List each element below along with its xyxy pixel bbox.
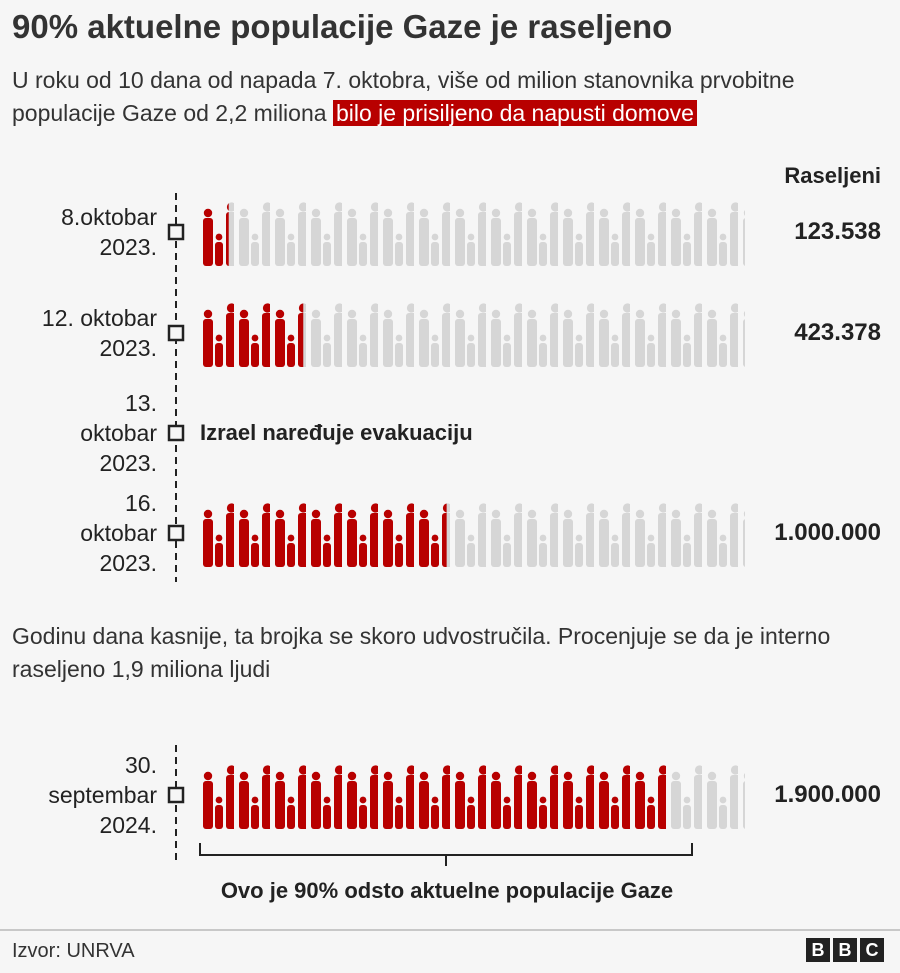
timeline-marker (167, 324, 185, 342)
bar (198, 198, 229, 266)
date-label: 13. oktobar 2023. (80, 390, 157, 476)
value-label: 1.900.000 (774, 781, 881, 808)
value-label: 1.000.000 (774, 519, 881, 546)
bar (198, 761, 671, 829)
logo-letter: B (806, 938, 830, 962)
bar (198, 299, 304, 367)
annotation: Izrael naređuje evakuaciju (200, 420, 473, 445)
bracket (199, 843, 693, 866)
bracket-label: Ovo je 90% odsto aktuelne populacije Gaz… (220, 878, 674, 903)
date-label: 12. oktobar 2023. (41, 305, 157, 361)
timeline-marker (167, 223, 185, 241)
timeline-marker (167, 424, 185, 442)
timeline-marker (167, 524, 185, 542)
date-label: 8.oktobar 2023. (61, 204, 157, 260)
date-label: 30. septembar 2024. (48, 752, 157, 838)
title: 90% aktuelne populacije Gaze je raseljen… (12, 8, 673, 45)
date-label: 16. oktobar 2023. (80, 490, 157, 576)
logo: B B C (806, 938, 884, 962)
note: Godinu dana kasnije, ta brojka se skoro … (12, 623, 831, 682)
logo-letter: C (860, 938, 884, 962)
logo-letter: B (833, 938, 857, 962)
value-label: 123.538 (794, 218, 881, 245)
bar (198, 499, 447, 567)
value-label: 423.378 (794, 319, 881, 346)
subtitle: U roku od 10 dana od napada 7. oktobra, … (12, 64, 892, 130)
subtitle-text: U roku od 10 dana od napada 7. oktobra, … (12, 67, 795, 126)
subtitle-highlight: bilo je prisiljeno da napusti domove (332, 100, 697, 126)
value-header: Raseljeni (784, 163, 881, 188)
population-background (198, 198, 745, 266)
timeline-marker (167, 786, 185, 804)
source: Izvor: UNRVA (12, 940, 135, 962)
